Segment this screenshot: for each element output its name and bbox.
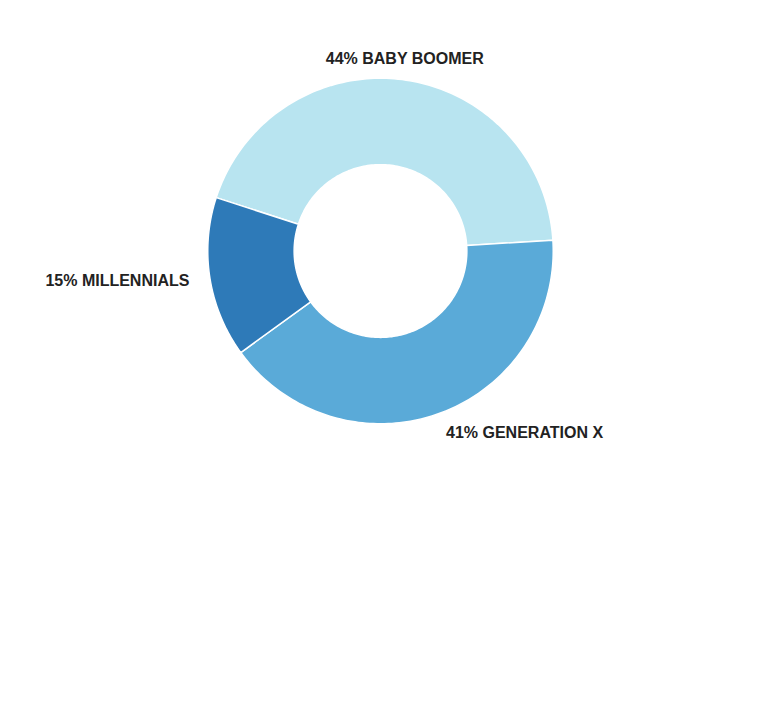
svg-text:44% BABY BOOMER: 44% BABY BOOMER xyxy=(326,50,484,67)
svg-text:41% GENERATION X: 41% GENERATION X xyxy=(446,424,603,441)
svg-text:15% MILLENNIALS: 15% MILLENNIALS xyxy=(45,272,189,289)
